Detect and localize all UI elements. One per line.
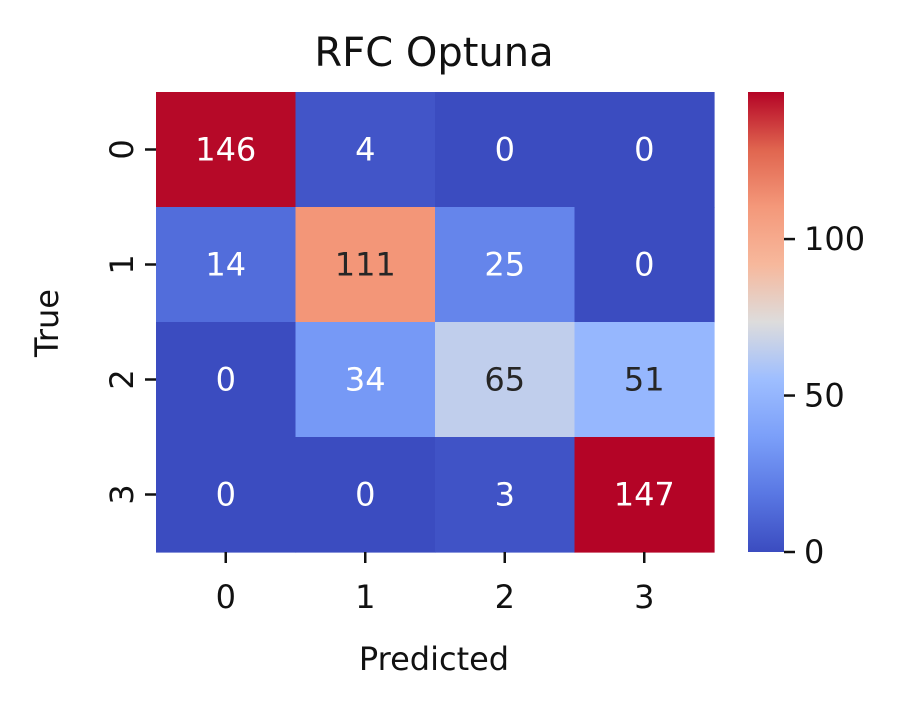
chart-title: RFC Optuna [314, 30, 553, 76]
heatmap-cell-0-2 [435, 92, 576, 208]
x-tick-label-2: 2 [495, 578, 515, 616]
colorbar-tick-label-1: 50 [804, 377, 845, 415]
y-axis-ticks: 0 1 2 3 [103, 139, 156, 505]
colorbar-tick-label-2: 100 [804, 220, 865, 258]
heatmap-cell-1-0 [156, 207, 297, 323]
heatmap-cell-1-2 [435, 207, 576, 323]
heatmap-cell-0-1 [295, 92, 436, 208]
y-tick-label-3: 3 [103, 484, 141, 504]
heatmap-cells: 146 4 0 0 14 111 25 0 0 34 65 51 0 0 3 147 [156, 92, 715, 553]
cell-value-3-1: 0 [355, 476, 375, 514]
y-tick-label-1: 1 [103, 254, 141, 274]
cell-value-2-3: 51 [624, 361, 665, 399]
cell-value-1-0: 14 [205, 246, 246, 284]
colorbar [748, 92, 784, 552]
heatmap-cell-3-0 [156, 437, 297, 553]
cell-value-2-0: 0 [216, 361, 236, 399]
heatmap-cell-0-0 [156, 92, 297, 208]
cell-value-0-2: 0 [495, 131, 515, 169]
y-axis-label: True [28, 289, 66, 358]
cell-value-1-1: 111 [335, 246, 396, 284]
heatmap-cell-2-0 [156, 322, 297, 438]
x-axis-ticks: 0 1 2 3 [216, 552, 654, 616]
heatmap-cell-2-2 [435, 322, 576, 438]
cell-value-3-2: 3 [495, 476, 515, 514]
cell-value-2-1: 34 [345, 361, 386, 399]
x-tick-label-1: 1 [355, 578, 375, 616]
cell-value-1-3: 0 [634, 246, 654, 284]
heatmap-cell-1-3 [574, 207, 715, 323]
cell-value-0-0: 146 [195, 131, 256, 169]
cell-value-2-2: 65 [484, 361, 525, 399]
x-tick-label-3: 3 [634, 578, 654, 616]
y-tick-label-2: 2 [103, 369, 141, 389]
heatmap-cell-2-1 [295, 322, 436, 438]
cell-value-3-3: 147 [614, 476, 675, 514]
heatmap-cell-0-3 [574, 92, 715, 208]
y-tick-label-0: 0 [103, 139, 141, 159]
heatmap-cell-3-2 [435, 437, 576, 553]
colorbar-ticks: 0 50 100 [784, 220, 865, 571]
heatmap-cell-3-3 [574, 437, 715, 553]
colorbar-tick-label-0: 0 [804, 533, 824, 571]
heatmap-cell-3-1 [295, 437, 436, 553]
cell-value-0-3: 0 [634, 131, 654, 169]
cell-value-0-1: 4 [355, 131, 375, 169]
x-axis-label: Predicted [359, 640, 509, 678]
cell-value-1-2: 25 [484, 246, 525, 284]
x-tick-label-0: 0 [216, 578, 236, 616]
heatmap-cell-1-1 [295, 207, 436, 323]
heatmap-cell-2-3 [574, 322, 715, 438]
cell-value-3-0: 0 [216, 476, 236, 514]
